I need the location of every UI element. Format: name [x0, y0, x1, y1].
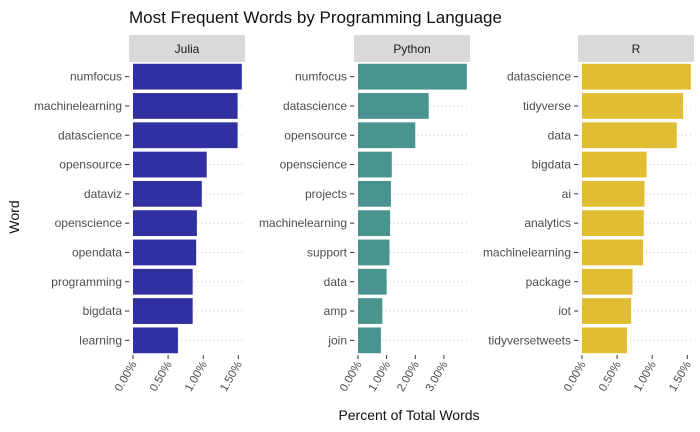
bar-tidyversetweets: [582, 327, 627, 354]
x-tick-label: 1.00%: [367, 360, 394, 394]
x-tick-label: 1.00%: [632, 360, 659, 394]
bar-openscience: [358, 151, 392, 178]
y-tick-label: programming: [51, 275, 122, 289]
bar-package: [582, 268, 633, 295]
bar-analytics: [582, 210, 644, 237]
y-tick-label: amp: [324, 304, 348, 318]
y-tick-label: numfocus: [70, 70, 122, 84]
bar-projects: [358, 180, 391, 207]
x-tick-label: 0.00%: [338, 360, 365, 394]
bar-amp: [358, 298, 383, 324]
bar-bigdata: [133, 298, 193, 324]
bar-machinelearning: [582, 239, 644, 266]
bar-opensource: [358, 122, 416, 149]
bar-machinelearning: [358, 210, 391, 237]
y-tick-label: support: [307, 245, 348, 259]
bar-datascience: [358, 93, 429, 119]
bar-dataviz: [133, 180, 202, 207]
y-axis-title: Word: [6, 200, 22, 233]
y-tick-label: machinelearning: [34, 99, 122, 113]
chart-panels: Julia numfocus machinelearning datascience o…: [34, 35, 694, 394]
y-tick-label: data: [548, 128, 572, 142]
y-tick-label: package: [526, 275, 572, 289]
x-tick-label: 0.00%: [113, 360, 140, 394]
bar-data: [582, 122, 677, 149]
y-tick-label: learning: [79, 333, 122, 347]
y-tick-label: bigdata: [83, 304, 123, 318]
y-tick-label: opendata: [72, 245, 122, 259]
y-tick-label: analytics: [524, 216, 571, 230]
bar-ai: [582, 180, 645, 207]
panel-julia: Julia numfocus machinelearning datascience o…: [34, 35, 245, 394]
y-tick-label: dataviz: [84, 187, 122, 201]
x-tick-label: 0.00%: [562, 360, 589, 394]
y-tick-label: datascience: [507, 70, 571, 84]
y-tick-label: openscience: [280, 158, 348, 172]
x-tick-label: 0.50%: [148, 360, 175, 394]
y-tick-label: datascience: [283, 99, 347, 113]
y-tick-label: machinelearning: [259, 216, 347, 230]
chart-title: Most Frequent Words by Programming Langu…: [129, 8, 502, 27]
bar-programming: [133, 268, 193, 295]
bar-numfocus: [358, 63, 467, 90]
bar-support: [358, 239, 390, 266]
bar-machinelearning: [133, 93, 238, 119]
bar-data: [358, 268, 387, 295]
panel-strip: [129, 35, 245, 62]
y-tick-label: data: [324, 275, 348, 289]
x-axis-title: Percent of Total Words: [338, 407, 479, 423]
y-tick-label: datascience: [58, 128, 122, 142]
panel-strip-label: Julia: [175, 42, 200, 56]
bar-bigdata: [582, 151, 647, 178]
y-tick-label: tidyversetweets: [488, 333, 571, 347]
bar-opendata: [133, 239, 197, 266]
bar-tidyverse: [582, 93, 684, 119]
bar-join: [358, 327, 381, 354]
x-tick-label: 1.50%: [218, 360, 245, 394]
panel-python: Python numfocus datascience opensource opens…: [259, 35, 470, 394]
x-tick-label: 1.00%: [183, 360, 210, 394]
y-tick-label: iot: [558, 304, 571, 318]
panel-strip: [354, 35, 470, 62]
bar-datascience: [582, 63, 691, 90]
y-tick-label: openscience: [55, 216, 123, 230]
x-tick-label: 1.50%: [667, 360, 694, 394]
y-tick-label: numfocus: [295, 70, 347, 84]
y-tick-label: projects: [305, 187, 347, 201]
panel-strip: [578, 35, 694, 62]
bar-numfocus: [133, 63, 242, 90]
y-tick-label: opensource: [59, 158, 122, 172]
bar-iot: [582, 298, 632, 324]
x-tick-label: 3.00%: [424, 360, 451, 394]
x-tick-label: 0.50%: [597, 360, 624, 394]
bar-datascience: [133, 122, 238, 149]
bar-learning: [133, 327, 178, 354]
y-tick-label: tidyverse: [523, 99, 571, 113]
panel-strip-label: Python: [393, 42, 430, 56]
y-tick-label: opensource: [284, 128, 347, 142]
x-tick-label: 2.00%: [395, 360, 422, 394]
y-tick-label: join: [327, 333, 347, 347]
panel-strip-label: R: [632, 42, 641, 56]
y-tick-label: ai: [562, 187, 571, 201]
bar-opensource: [133, 151, 207, 178]
y-tick-label: bigdata: [532, 158, 572, 172]
y-tick-label: machinelearning: [483, 245, 571, 259]
bar-openscience: [133, 210, 197, 237]
